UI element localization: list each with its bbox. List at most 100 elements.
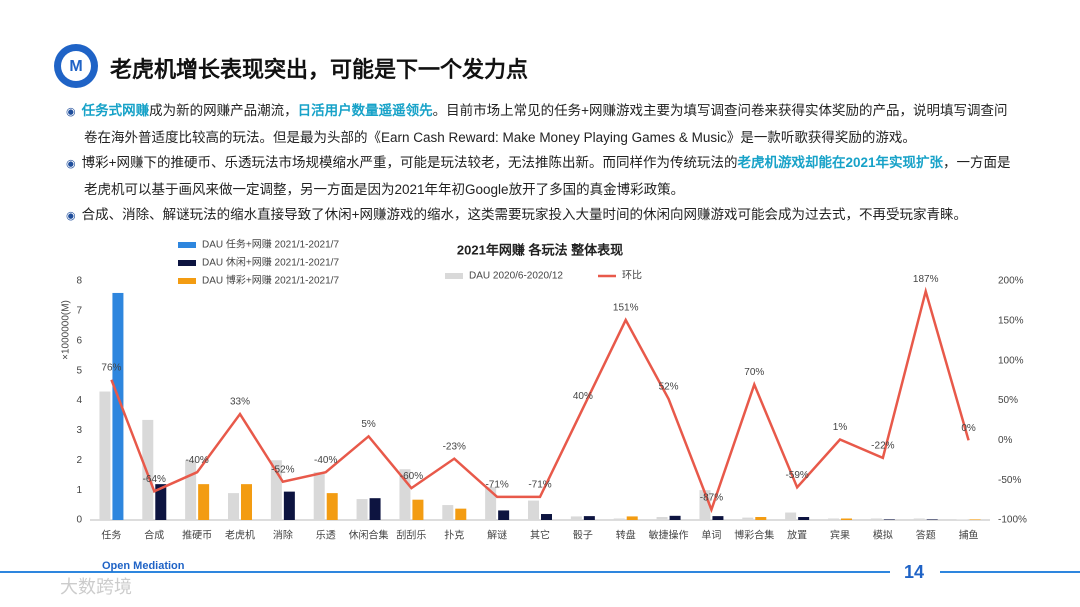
y2-tick-label: -100% [998,515,1027,526]
bullet-text: 博彩+网赚下的推硬币、乐透玩法市场规模缩水严重，可能是玩法较老，无法推陈出新。而… [81,155,738,170]
bar [656,517,668,520]
bar [485,487,497,520]
bar [185,460,197,520]
bullet: 任务式网赚成为新的网赚产品潮流，日活用户数量遥遥领先。目前市场上常见的任务+网赚… [66,98,1016,150]
slide-title: 老虎机增长表现突出，可能是下一个发力点 [110,57,529,82]
data-label: -52% [271,464,294,475]
bullet-text: 任务式网赚 [81,103,150,118]
y-tick-label: 4 [76,395,82,406]
bullet-text: 老虎机游戏却能在2021年实现扩张 [737,155,944,170]
bullet: 合成、消除、解谜玩法的缩水直接导致了休闲+网赚游戏的缩水，这类需要玩家投入大量时… [66,202,1016,229]
bar [455,508,467,520]
bullet-text: 日活用户数量遥遥领先 [297,103,433,118]
legend-swatch [178,242,196,248]
y-tick-label: 1 [76,485,82,496]
legend-label: DAU 博彩+网赚 2021/1-2021/7 [202,274,339,287]
data-label: 70% [744,367,764,378]
bullet-text: 合成、消除、解谜玩法的缩水直接导致了休闲+网赚游戏的缩水，这类需要玩家投入大量时… [81,207,967,222]
data-label: 76% [101,362,121,373]
chart-title: 2021年网赚 各玩法 整体表现 [457,242,623,257]
bar [742,517,754,520]
data-label: -87% [700,492,723,503]
x-tick-label: 放置 [787,529,807,542]
y-tick-label: 5 [76,365,82,376]
data-label: 40% [573,391,593,402]
data-label: -40% [185,455,208,466]
data-label: -71% [528,480,551,491]
x-tick-label: 解谜 [487,529,507,542]
bar [442,505,454,520]
data-label: -22% [871,441,894,452]
x-tick-label: 老虎机 [225,529,255,542]
data-label: -59% [785,470,808,481]
data-label: -23% [443,441,466,452]
x-tick-label: 宾果 [830,529,850,542]
bar [755,517,767,520]
data-label: 0% [961,423,976,434]
y2-tick-label: 200% [998,276,1024,287]
data-label: 1% [833,422,848,433]
bar [583,516,595,520]
data-label: 151% [613,303,639,314]
bar [399,469,411,520]
x-tick-label: 单词 [701,530,721,542]
bar [99,391,111,520]
legend-label: DAU 2020/6-2020/12 [469,271,563,282]
y-tick-label: 2 [76,455,82,466]
bar [798,517,810,520]
bar [613,518,625,520]
x-tick-label: 休闲合集 [349,529,389,542]
bullet-text: 成为新的网赚产品潮流， [149,103,298,118]
footer-logo: Open Mediation [102,560,185,572]
svg-text:M: M [69,58,82,75]
legend-label: DAU 任务+网赚 2021/1-2021/7 [202,238,339,251]
y2-tick-label: 50% [998,395,1018,406]
x-tick-label: 答题 [916,529,936,542]
data-label: 5% [361,419,376,430]
x-tick-label: 消除 [273,529,293,542]
x-tick-label: 转盘 [616,529,636,542]
bar [112,292,124,520]
bar [313,472,325,520]
bullet: 博彩+网赚下的推硬币、乐透玩法市场规模缩水严重，可能是玩法较老，无法推陈出新。而… [66,150,1016,202]
x-tick-label: 敏捷操作 [649,529,689,542]
y2-tick-label: -50% [998,475,1021,486]
page-number: 14 [904,562,924,582]
bar [198,484,210,520]
y-tick-label: 0 [76,515,82,526]
bar [498,510,510,520]
x-tick-label: 刮刮乐 [396,529,426,542]
bar [356,499,368,520]
x-tick-label: 合成 [144,529,164,542]
bar [699,490,711,520]
x-tick-label: 扑克 [444,529,464,542]
y-axis-title: ×1000000(M) [61,300,72,360]
bar [326,493,338,520]
bar [228,493,239,520]
x-tick-label: 模拟 [873,529,893,542]
x-tick-label: 推硬币 [182,529,212,542]
data-label: 52% [659,382,679,393]
bar [956,519,968,520]
data-label: -64% [143,474,166,485]
y2-tick-label: 100% [998,355,1024,366]
x-tick-label: 乐透 [316,530,336,542]
y2-tick-label: 150% [998,315,1024,326]
y-tick-label: 6 [76,335,82,346]
bar [142,419,154,520]
bar [412,499,424,520]
legend-swatch [178,260,196,266]
bar [828,518,839,520]
data-label: 187% [913,274,939,285]
bar [155,484,167,520]
bar [883,519,895,520]
x-tick-label: 博彩合集 [734,529,774,542]
bar [570,516,582,520]
x-tick-label: 任务 [101,529,121,542]
bar [926,519,938,520]
data-label: -60% [400,471,423,482]
y-tick-label: 7 [76,306,82,317]
legend-label: DAU 休闲+网赚 2021/1-2021/7 [202,256,339,269]
bar [283,491,295,520]
